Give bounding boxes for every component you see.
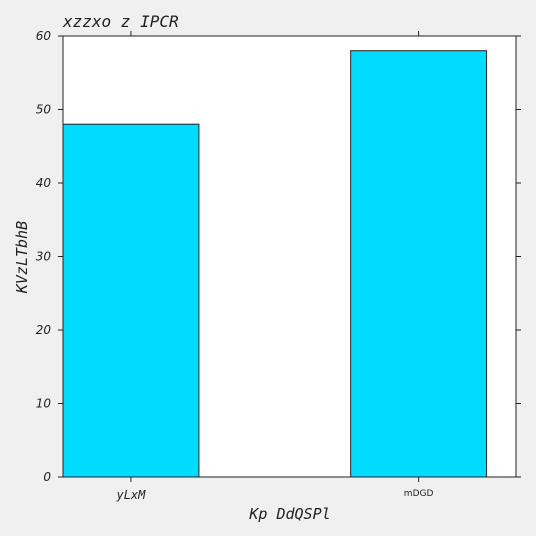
bar-mdgd: [350, 50, 488, 478]
y-tick-label: 60: [36, 29, 52, 43]
ticks-layer: yLxM mDGD 0 10 20 30 40 50 60: [36, 29, 521, 502]
plot-frame: [62, 35, 517, 478]
x-tick-label: mDGD: [404, 489, 434, 499]
bars-layer: [62, 50, 488, 478]
y-tick-label: 40: [36, 176, 52, 190]
y-tick-label: 50: [36, 103, 52, 117]
chart-title: xzzxo z IPCR: [62, 12, 179, 31]
y-tick-label: 30: [36, 250, 52, 264]
y-axis-label: KVzLTbhB: [13, 221, 31, 294]
y-tick-label: 20: [36, 323, 52, 337]
x-tick-label: yLxM: [115, 488, 146, 502]
bar-ylxm: [62, 123, 200, 478]
y-tick-label: 0: [43, 470, 51, 484]
x-axis-label: Kp DdQSPl: [248, 505, 330, 523]
y-tick-label: 10: [36, 397, 52, 411]
